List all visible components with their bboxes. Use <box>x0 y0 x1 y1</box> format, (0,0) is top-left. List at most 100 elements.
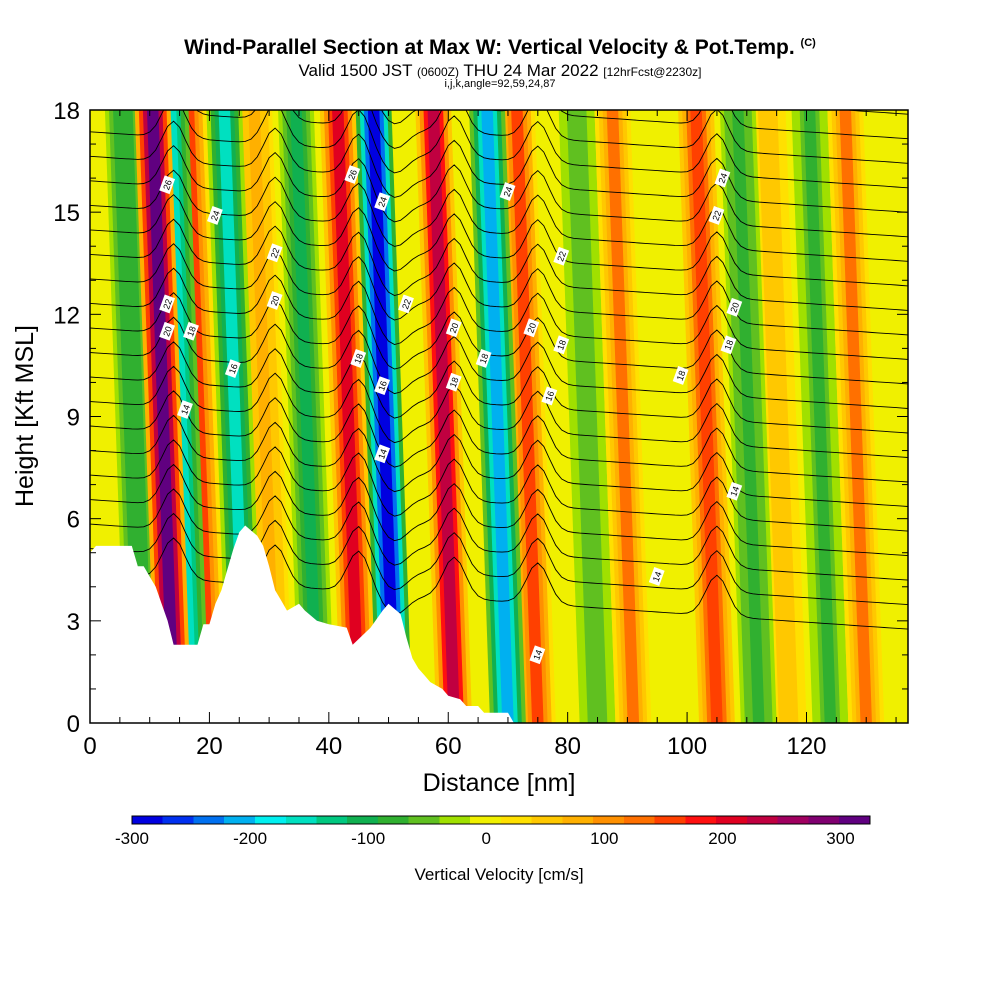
contour-label-bg <box>159 321 176 341</box>
contour-label: 18 <box>720 335 737 355</box>
y-tick-label: 15 <box>53 200 80 227</box>
contour-label: 20 <box>726 297 743 317</box>
contour-label: 14 <box>726 481 743 501</box>
colorbar: -300 -200 -100 0 100 200 300 Vertical Velocity… <box>115 815 871 884</box>
forecast-info: [12hrFcst@2230z] <box>603 65 702 79</box>
contour-label: 18 <box>445 372 462 392</box>
colorbar-tick-label: 200 <box>708 829 736 848</box>
theta-contour <box>840 110 908 115</box>
theta-contour <box>90 390 908 483</box>
theta-contour <box>90 512 908 606</box>
contour-label-text: 18 <box>478 352 491 365</box>
chart-title-main: Wind-Parallel Section at Max W: Vertical… <box>184 36 795 59</box>
contour-label: 22 <box>708 206 725 225</box>
contour-label-bg <box>445 318 462 338</box>
contour-label: 18 <box>183 321 199 341</box>
velocity-column-band <box>427 110 460 723</box>
contour-label-bg <box>499 182 516 201</box>
theta-contour <box>90 110 908 189</box>
colorbar-ticks: -300 -200 -100 0 100 200 300 <box>115 829 855 848</box>
y-tick-label: 9 <box>67 405 80 432</box>
theta-contour <box>90 194 908 287</box>
theta-contour <box>90 414 908 507</box>
contour-label-bg <box>529 645 546 665</box>
contour-label: 14 <box>177 400 193 419</box>
contour-label: 26 <box>159 175 176 195</box>
x-tick-label: 80 <box>554 733 581 760</box>
section-indices: i,j,k,angle=92,59,24,87 <box>444 78 556 90</box>
contour-label: 16 <box>541 386 558 406</box>
y-tick-label: 6 <box>67 507 80 534</box>
valid-utc: (0600Z) <box>416 65 459 79</box>
contour-label: 18 <box>475 349 492 368</box>
theta-contour <box>90 267 908 360</box>
contour-label-text: 22 <box>555 250 568 263</box>
contour-label-text: 20 <box>161 325 174 338</box>
theta-contour <box>90 463 908 557</box>
contour-label-text: 14 <box>651 570 664 583</box>
contour-label-bg <box>177 400 193 419</box>
contour-label: 14 <box>374 444 391 464</box>
velocity-column-band <box>481 110 514 723</box>
contour-label: 22 <box>398 294 414 314</box>
colorbar-scale <box>131 815 871 825</box>
contour-label: 26 <box>344 165 361 184</box>
contour-label: 24 <box>499 182 516 201</box>
contour-label-text: 24 <box>716 172 729 185</box>
contour-label-bg <box>266 243 283 263</box>
colorbar-label: Vertical Velocity [cm/s] <box>414 865 583 884</box>
velocity-column-band <box>290 110 323 723</box>
theta-contour <box>90 218 908 311</box>
colorbar-tick-label: 300 <box>826 829 854 848</box>
velocity-column-band <box>367 110 401 723</box>
theta-contour <box>90 243 908 336</box>
contour-label-text: 18 <box>352 352 365 365</box>
contour-label-text: 18 <box>185 325 198 338</box>
contour-label-text: 14 <box>531 648 544 661</box>
contour-label: 20 <box>266 291 283 310</box>
contour-label-bg <box>350 349 367 368</box>
contour-label-bg <box>183 321 199 341</box>
contour-label-text: 18 <box>722 339 735 352</box>
contour-label-text: 18 <box>448 376 461 389</box>
x-tick-label: 0 <box>83 733 96 760</box>
contour-label-text: 22 <box>161 298 174 311</box>
contour-label: 16 <box>224 359 241 379</box>
contour-label: 18 <box>672 366 689 385</box>
plot-area: 26 24 22 22 20 20 18 16 14 26 24 22 18 16 14 20 18 18 24 22… <box>90 110 908 723</box>
contour-label-bg <box>726 297 743 317</box>
velocity-column-band <box>146 110 180 723</box>
x-tick-label: 60 <box>435 733 462 760</box>
velocity-column-band <box>839 110 872 723</box>
contour-label: 24 <box>207 206 223 225</box>
contour-label: 20 <box>159 321 176 341</box>
y-tick-label: 3 <box>67 609 80 636</box>
velocity-column-band <box>803 110 837 723</box>
contour-label-text: 24 <box>376 195 389 208</box>
contour-label-text: 14 <box>728 485 741 498</box>
contour-label-bg <box>708 206 725 225</box>
contour-label-bg <box>374 192 391 212</box>
colorbar-tick-label: -200 <box>233 829 267 848</box>
theta-contour <box>90 488 908 581</box>
contour-label-bg <box>445 372 462 392</box>
contour-label-bg <box>648 567 665 586</box>
contour-label-text: 18 <box>675 369 688 382</box>
theta-contour <box>90 120 908 213</box>
contour-label: 16 <box>374 376 391 396</box>
valid-time: Valid 1500 JST <box>298 61 413 80</box>
contour-label: 22 <box>159 294 176 314</box>
contour-label-text: 26 <box>161 178 174 191</box>
contour-label-text: 20 <box>728 301 741 314</box>
y-axis-label: Height [Kft MSL] <box>11 325 39 507</box>
contour-label-text: 14 <box>179 403 192 416</box>
x-tick-label: 100 <box>667 733 707 760</box>
contour-label: 24 <box>374 192 391 212</box>
axes: 0 20 40 60 80 100 120 0 3 6 9 12 15 18 <box>53 98 908 760</box>
colorbar-tick-label: -300 <box>115 829 149 848</box>
contour-label-bg <box>224 359 241 379</box>
theta-contour <box>90 169 908 262</box>
x-tick-label: 120 <box>786 733 826 760</box>
velocity-column-band <box>606 110 640 723</box>
contour-label-bg <box>374 444 391 464</box>
